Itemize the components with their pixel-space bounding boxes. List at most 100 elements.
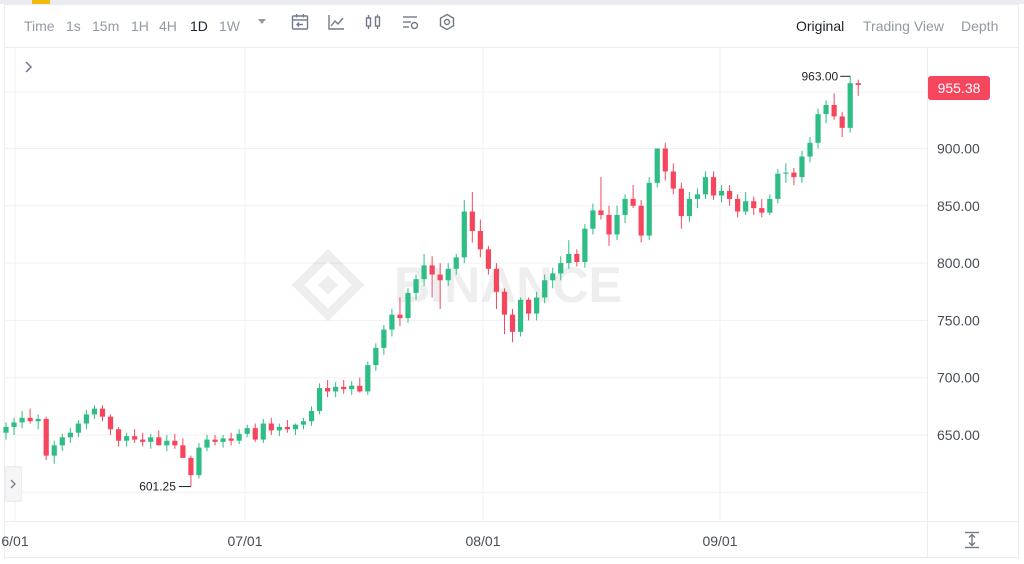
- x-tick-label: 07/01: [227, 533, 262, 549]
- candle-style-icon[interactable]: [363, 12, 383, 32]
- candle-body: [509, 314, 516, 332]
- y-tick-label: 900.00: [937, 141, 980, 157]
- more-intervals-caret-icon[interactable]: [258, 19, 266, 24]
- expand-panel-chevron-icon[interactable]: [22, 58, 36, 76]
- top-edge: [0, 0, 1024, 4]
- candle-body: [252, 428, 258, 440]
- candle-body: [188, 457, 194, 476]
- candle: [534, 291, 540, 321]
- candle: [244, 424, 250, 438]
- candle-body: [196, 447, 202, 476]
- chart-toolbar: Time 1s 15m 1H 4H 1D 1W: [4, 4, 1019, 48]
- chart-settings-icon[interactable]: [400, 12, 420, 32]
- candle: [662, 142, 668, 181]
- view-original[interactable]: Original: [796, 18, 845, 34]
- candle: [325, 379, 331, 398]
- view-depth[interactable]: Depth: [961, 18, 999, 34]
- candle-body: [558, 263, 564, 274]
- candle-body: [276, 426, 282, 431]
- candle: [847, 76, 853, 133]
- candle-body: [357, 385, 363, 392]
- candle-body: [445, 268, 451, 281]
- interval-1d[interactable]: 1D: [190, 18, 208, 34]
- candle: [670, 163, 676, 195]
- y-tick-label: 800.00: [937, 255, 980, 271]
- candle: [815, 108, 821, 149]
- candle: [517, 297, 524, 337]
- candle-body: [485, 249, 491, 269]
- date-range-icon[interactable]: [290, 12, 310, 32]
- candle: [509, 308, 516, 343]
- line-indicator-icon[interactable]: [326, 12, 346, 32]
- candle: [124, 432, 130, 447]
- candle-body: [228, 438, 234, 441]
- candle-body: [333, 386, 339, 392]
- candle: [172, 433, 178, 449]
- candle-body: [815, 114, 821, 143]
- view-trading-view[interactable]: Trading View: [863, 18, 944, 34]
- interval-1h[interactable]: 1H: [131, 18, 149, 34]
- candle-body: [550, 273, 556, 281]
- y-tick-label: 650.00: [937, 427, 980, 443]
- candle-body: [27, 417, 33, 422]
- candle: [799, 150, 805, 183]
- candle-body: [35, 418, 41, 422]
- last-price-badge: 955.38: [928, 76, 990, 100]
- candle: [51, 440, 57, 464]
- candle-body: [727, 190, 733, 199]
- candle: [743, 192, 749, 215]
- candle: [308, 406, 315, 426]
- candle: [485, 245, 491, 275]
- candle-body: [823, 104, 829, 115]
- candle: [284, 420, 290, 433]
- candle-body: [542, 280, 548, 298]
- candle-body: [678, 188, 684, 217]
- time-axis-divider: [4, 521, 1019, 522]
- candle: [397, 297, 403, 327]
- candle: [783, 163, 789, 183]
- candle: [316, 383, 323, 415]
- candle-body: [654, 148, 660, 183]
- candle: [686, 192, 692, 222]
- interval-4h[interactable]: 4H: [159, 18, 177, 34]
- interval-1s[interactable]: 1s: [66, 18, 81, 34]
- candle-body: [180, 445, 186, 458]
- candle: [694, 188, 701, 209]
- candle: [550, 267, 556, 289]
- candle: [622, 194, 628, 223]
- candle: [67, 428, 73, 444]
- left-drawer-toggle[interactable]: [5, 466, 22, 502]
- candle-body: [244, 428, 250, 434]
- auto-scale-icon[interactable]: [962, 530, 982, 550]
- candle-body: [477, 231, 483, 250]
- candle-body: [260, 423, 266, 440]
- interval-1w[interactable]: 1W: [219, 18, 240, 34]
- candle-body: [751, 201, 757, 209]
- interval-time[interactable]: Time: [24, 18, 55, 34]
- candle: [558, 256, 564, 281]
- watermark-text: BINANCE: [394, 257, 622, 313]
- candle-body: [493, 268, 500, 292]
- candle-body: [43, 418, 49, 456]
- candle: [204, 435, 210, 452]
- candle: [148, 433, 154, 449]
- candle: [566, 240, 572, 269]
- candle-body: [83, 414, 89, 424]
- candle: [196, 443, 202, 479]
- hexagon-settings-icon[interactable]: [437, 12, 457, 32]
- candle: [654, 148, 660, 188]
- candle-body: [148, 437, 154, 442]
- candle: [300, 417, 307, 430]
- candle-body: [107, 416, 114, 430]
- candle: [638, 200, 644, 243]
- candle: [3, 422, 9, 440]
- candles-layer: [3, 76, 861, 487]
- interval-15m[interactable]: 15m: [92, 18, 120, 34]
- candle-body: [204, 439, 210, 448]
- candle: [373, 343, 379, 371]
- candle-body: [710, 177, 717, 196]
- min-price-label: 601.25: [139, 480, 176, 494]
- candle: [606, 205, 612, 246]
- candle: [791, 167, 797, 186]
